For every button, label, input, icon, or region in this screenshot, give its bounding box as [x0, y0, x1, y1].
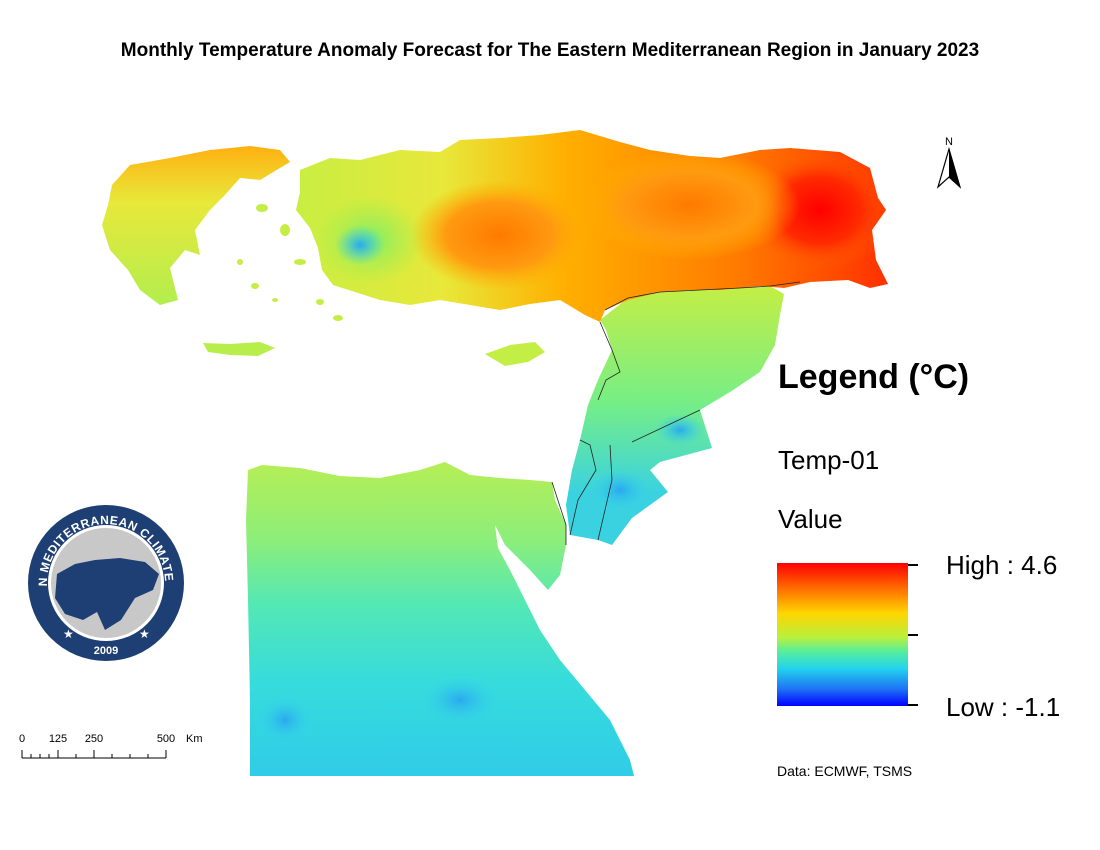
scale-label-500: 500	[157, 733, 175, 745]
aegean-islands	[237, 204, 343, 321]
scale-unit: Km	[186, 733, 203, 745]
legend-high-label: High : 4.6	[946, 550, 1058, 580]
north-label: N	[945, 136, 953, 148]
crete-island	[203, 342, 275, 356]
scale-label-250: 250	[85, 733, 103, 745]
scale-bar: 0 125 250 500 Km	[19, 733, 203, 759]
legend-field-name: Value	[778, 504, 843, 534]
legend-color-ramp	[777, 563, 908, 706]
scale-ticks	[21, 750, 167, 759]
legend-low-label: Low : -1.1	[946, 692, 1061, 722]
emcc-logo: EASTERN MEDITERRANEAN CLIMATE CENTRE 200…	[25, 502, 184, 661]
data-source: Data: ECMWF, TSMS	[777, 763, 913, 779]
legend-tick-mid	[908, 634, 918, 636]
logo-star-right-icon: ★	[139, 627, 150, 641]
logo-star-left-icon: ★	[63, 627, 74, 641]
scale-label-125: 125	[49, 733, 67, 745]
country-borders	[551, 281, 801, 545]
greece-region	[102, 146, 290, 305]
map-title: Monthly Temperature Anomaly Forecast for…	[120, 40, 980, 61]
north-arrow: N	[936, 136, 962, 189]
egypt-region	[246, 462, 634, 776]
legend-tick-low	[908, 704, 918, 706]
legend-heading: Legend (°C)	[778, 358, 970, 396]
legend-layer-name: Temp-01	[778, 445, 880, 475]
scale-label-0: 0	[19, 733, 25, 745]
legend-tick-high	[908, 564, 918, 566]
cyprus-island	[485, 342, 545, 366]
logo-year: 2009	[94, 645, 118, 657]
